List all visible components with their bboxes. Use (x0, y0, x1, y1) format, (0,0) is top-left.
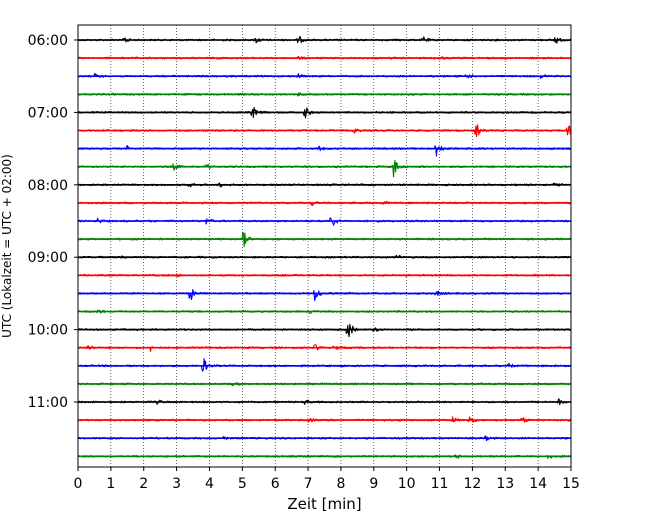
seismic-trace-09:30 (77, 289, 572, 301)
plot-frame (77, 24, 572, 468)
x-tick-label: 5 (238, 476, 247, 492)
x-tick-label: 11 (431, 476, 449, 492)
y-axis-title: UTC (Lokalzeit = UTC + 02:00) (0, 154, 14, 338)
seismic-trace-10:00 (77, 323, 572, 338)
x-tick-label: 8 (336, 476, 345, 492)
x-tick-label: 2 (139, 476, 148, 492)
x-tick-label: 0 (74, 476, 83, 492)
x-tick-label: 1 (106, 476, 115, 492)
x-tick-label: 7 (304, 476, 313, 492)
x-tick-label: 14 (529, 476, 547, 492)
x-axis: 0 1 2 3 4 5 6 7 8 9 10 11 12 13 14 15 (74, 467, 580, 492)
x-tick-label: 10 (398, 476, 416, 492)
x-tick-label: 13 (496, 476, 514, 492)
x-axis-title: Zeit [min] (287, 495, 361, 513)
seismic-trace-10:30 (77, 358, 572, 372)
y-tick-label: 09:00 (28, 250, 68, 266)
x-tick-label: 3 (172, 476, 181, 492)
vertical-gridlines (110, 25, 539, 467)
x-tick-label: 4 (205, 476, 214, 492)
seismic-traces (77, 35, 572, 459)
seismic-trace-07:30 (77, 144, 572, 157)
x-tick-label: 12 (463, 476, 481, 492)
y-axis: 06:00 07:00 08:00 09:00 10:00 11:00 (28, 33, 78, 411)
x-tick-label: 9 (369, 476, 378, 492)
x-tick-label: 6 (271, 476, 280, 492)
y-tick-label: 06:00 (28, 33, 68, 49)
x-tick-label: 15 (562, 476, 580, 492)
y-tick-label: 08:00 (28, 178, 68, 194)
y-tick-label: 11:00 (28, 395, 68, 411)
seismic-trace-07:45 (77, 159, 572, 178)
y-tick-label: 07:00 (28, 105, 68, 121)
y-tick-label: 10:00 (28, 323, 68, 339)
